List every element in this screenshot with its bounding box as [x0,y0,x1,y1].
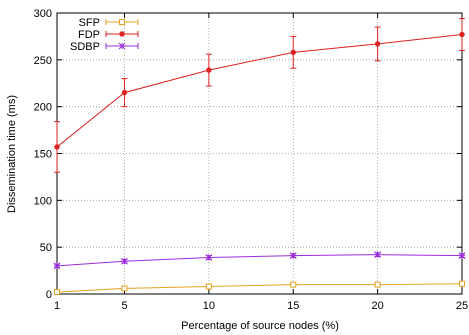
series-line-sdbp [56,254,463,267]
data-point-sfp [374,281,381,288]
x-tick-label: 15 [287,300,299,312]
legend-label-fdp: FDP [78,29,100,41]
y-tick-label: 200 [34,102,52,114]
legend-label-sfp: SFP [79,17,100,29]
x-tick-label: 5 [121,300,127,312]
y-tick-label: 0 [46,289,52,301]
y-tick-label: 250 [34,55,52,67]
series-layer [53,18,466,296]
data-point-sdbp [205,254,213,261]
data-point-fdp [290,49,296,56]
data-point-sfp [54,289,60,296]
x-tick-label: 1 [54,300,60,312]
data-point-sfp [205,283,212,290]
y-tick-label: 300 [34,8,52,20]
y-tick-label: 150 [34,149,52,161]
series-line-fdp [56,34,463,148]
legend-entry-fdp: FDP [78,29,139,41]
legend-marker-sfp [119,19,125,25]
x-tick-label: 20 [372,300,384,312]
series-sdbp [53,251,466,270]
data-point-fdp [121,89,128,96]
series-sfp [54,280,465,296]
data-point-sdbp [53,262,61,270]
data-point-sfp [290,281,297,288]
y-tick-label: 100 [34,195,52,207]
series-line-sfp [56,283,463,293]
data-point-fdp [374,41,381,47]
data-point-sdbp [121,257,128,265]
data-point-sdbp [289,252,297,259]
x-tick-label: 10 [203,300,215,312]
legend-label-sdbp: SDBP [70,41,100,53]
x-axis-label: Percentage of source nodes (%) [181,320,339,332]
data-point-fdp [54,144,60,150]
legend-entry-sdbp: SDBP [70,41,139,53]
legend-marker-sdbp [118,42,126,50]
y-tick-label: 50 [40,242,52,254]
x-tick-label: 25 [456,300,468,312]
data-point-fdp [206,67,212,73]
data-point-fdp [459,31,465,38]
data-point-sdbp [374,251,381,259]
legend-entry-sfp: SFP [79,17,139,29]
grid-layer [57,13,462,294]
y-axis-label: Dissemination time (ms) [6,95,18,213]
legend-marker-fdp [119,31,125,37]
data-point-sfp [121,285,128,292]
series-fdp [54,18,465,173]
data-point-sdbp [458,252,466,259]
data-point-sfp [459,280,465,287]
